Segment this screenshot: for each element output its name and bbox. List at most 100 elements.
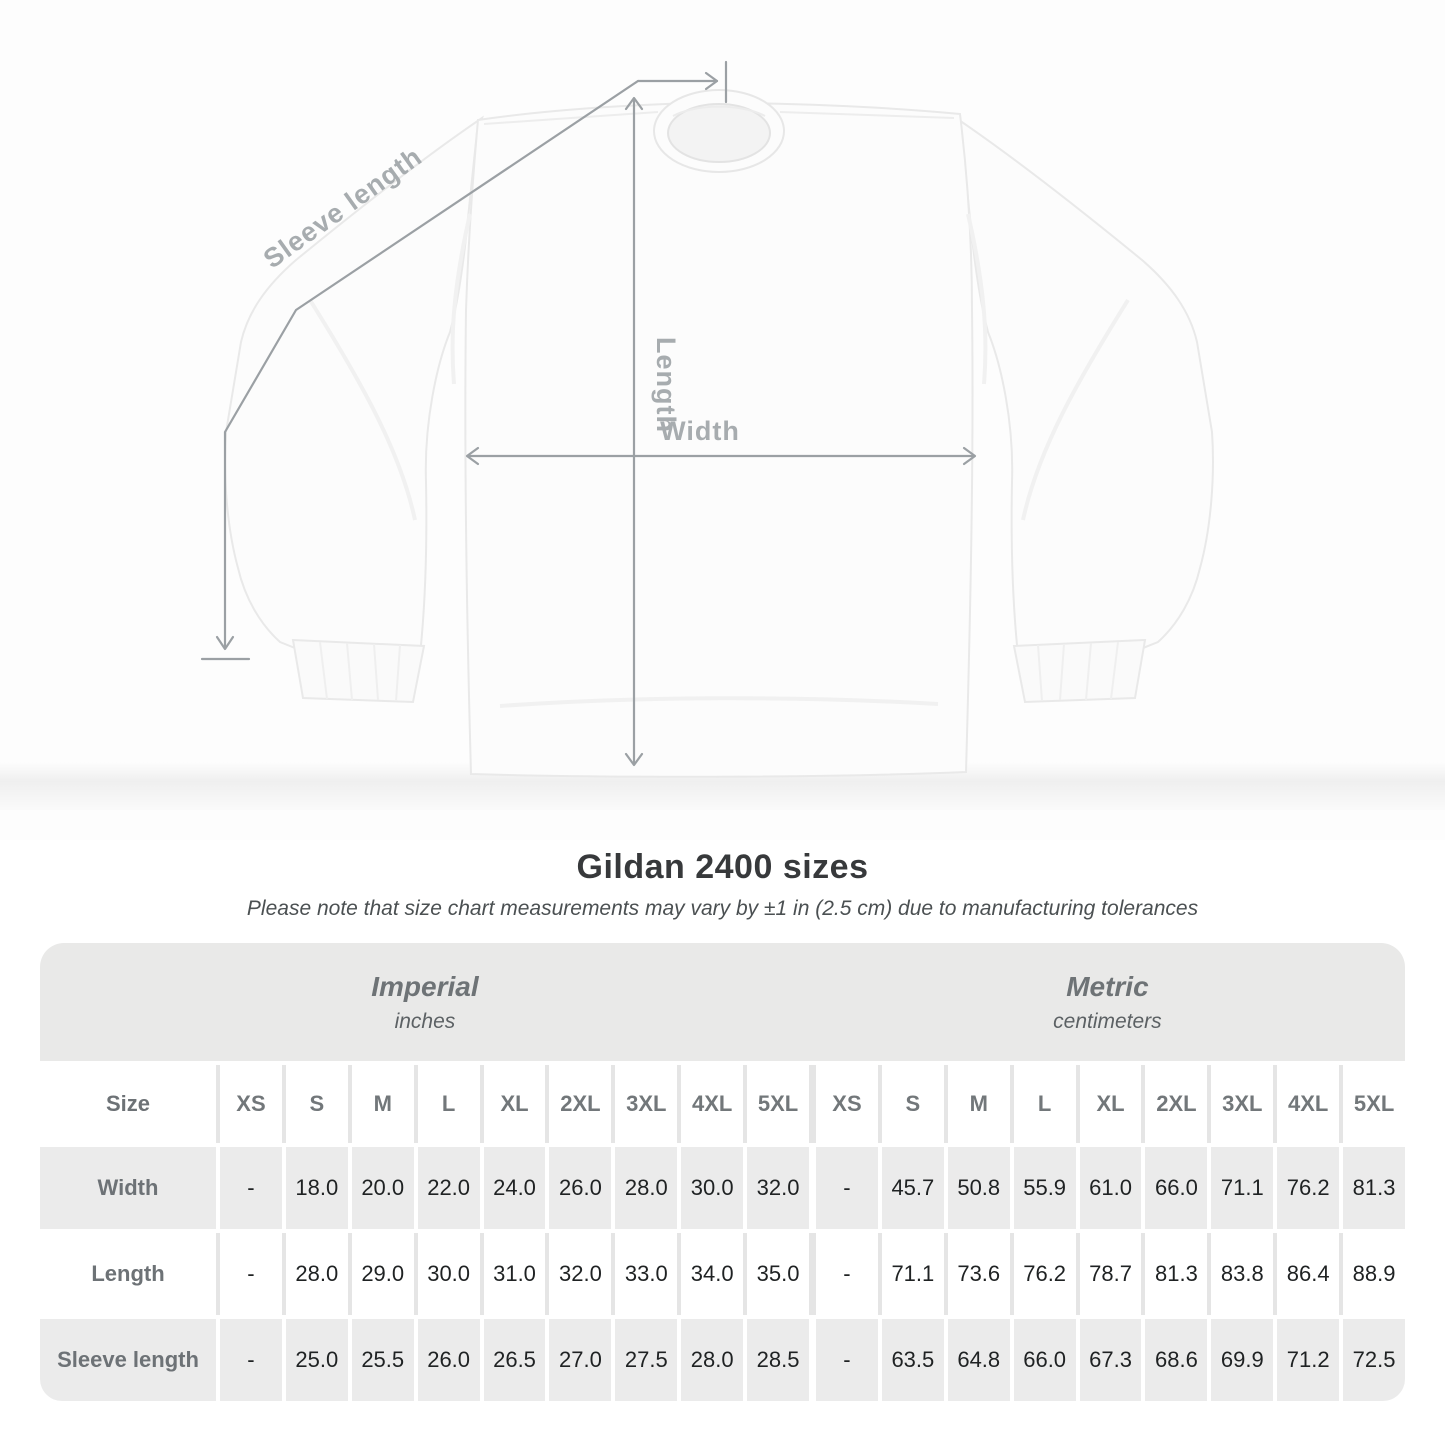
- size-col-header: L: [1013, 1065, 1076, 1143]
- metric-title: Metric: [1066, 970, 1149, 1002]
- size-col-header: S: [881, 1065, 944, 1143]
- size-col-header: XS: [816, 1065, 878, 1143]
- size-col-header: M: [351, 1065, 414, 1143]
- size-col-header: 4XL: [681, 1065, 744, 1143]
- table-cell: 25.0: [285, 1319, 348, 1401]
- table-cell: -: [816, 1233, 878, 1315]
- table-cell: 83.8: [1211, 1233, 1274, 1315]
- tolerance-note: Please note that size chart measurements…: [246, 897, 1199, 920]
- size-col-header: L: [417, 1065, 480, 1143]
- table-cell: 28.5: [747, 1319, 810, 1401]
- table-cell: 71.2: [1277, 1319, 1340, 1401]
- table-cell: 64.8: [947, 1319, 1010, 1401]
- length-label: Length: [651, 337, 681, 433]
- metric-header: Metric centimeters: [810, 943, 1405, 1061]
- size-col-header: S: [285, 1065, 348, 1143]
- size-col-header: XS: [220, 1065, 282, 1143]
- table-cell: 30.0: [417, 1233, 480, 1315]
- table-cell: 18.0: [285, 1147, 348, 1229]
- width-label: Width: [660, 416, 740, 446]
- row-label-length: Length: [40, 1233, 216, 1315]
- size-col-header: XL: [1079, 1065, 1142, 1143]
- table-cell: 30.0: [681, 1147, 744, 1229]
- table-cell: 28.0: [681, 1319, 744, 1401]
- width-measure-line: [465, 446, 977, 466]
- table-cell: 28.0: [615, 1147, 678, 1229]
- corner-header: Size: [40, 1065, 216, 1143]
- imperial-title: Imperial: [371, 970, 479, 1002]
- table-cell: 72.5: [1343, 1319, 1406, 1401]
- table-cell: 76.2: [1013, 1233, 1076, 1315]
- table-cell: -: [220, 1233, 282, 1315]
- table-cell: 88.9: [1343, 1233, 1406, 1315]
- table-cell: -: [220, 1147, 282, 1229]
- table-cell: 34.0: [681, 1233, 744, 1315]
- table-cell: -: [816, 1319, 878, 1401]
- collar-inner: [667, 103, 771, 163]
- table-cell: 26.0: [417, 1319, 480, 1401]
- table-cell: 81.3: [1145, 1233, 1208, 1315]
- table-cell: 76.2: [1277, 1147, 1340, 1229]
- fabric-folds: [308, 213, 1130, 708]
- table-cell: 66.0: [1013, 1319, 1076, 1401]
- table-cell: 71.1: [881, 1233, 944, 1315]
- table-cell: 27.0: [549, 1319, 612, 1401]
- shirt-measurement-diagram: Sleeve length Length Width: [0, 60, 1445, 810]
- size-col-header: M: [947, 1065, 1010, 1143]
- size-col-header: 4XL: [1277, 1065, 1340, 1143]
- size-col-header: XL: [483, 1065, 546, 1143]
- shirt-body: [464, 101, 974, 778]
- size-col-header: 5XL: [1343, 1065, 1406, 1143]
- size-col-header: 2XL: [549, 1065, 612, 1143]
- table-cell: 28.0: [285, 1233, 348, 1315]
- shirt-right-sleeve: [954, 115, 1214, 657]
- table-cell: 81.3: [1343, 1147, 1406, 1229]
- table-cell: 63.5: [881, 1319, 944, 1401]
- sleeve-length-measure-line: [200, 60, 728, 661]
- collar-back-seam: [672, 105, 766, 117]
- table-cell: 73.6: [947, 1233, 1010, 1315]
- sleeve-length-row: Sleeve length - 25.0 25.5 26.0 26.5 27.0…: [40, 1319, 1406, 1401]
- shirt-diagram-svg: Sleeve length Length Width: [0, 60, 1445, 810]
- table-cell: 26.5: [483, 1319, 546, 1401]
- table-cell: 25.5: [351, 1319, 414, 1401]
- size-col-header: 3XL: [615, 1065, 678, 1143]
- table-cell: 45.7: [881, 1147, 944, 1229]
- size-header-row: Size XS S M L XL 2XL 3XL 4XL 5XL XS S M …: [40, 1065, 1406, 1143]
- length-row: Length - 28.0 29.0 30.0 31.0 32.0 33.0 3…: [40, 1233, 1406, 1315]
- right-cuff-ribs: [1037, 641, 1119, 702]
- size-col-header: 5XL: [747, 1065, 810, 1143]
- table-cell: 50.8: [947, 1147, 1010, 1229]
- table-cell: -: [220, 1319, 282, 1401]
- table-cell: 24.0: [483, 1147, 546, 1229]
- size-col-header: 2XL: [1145, 1065, 1208, 1143]
- table-cell: 20.0: [351, 1147, 414, 1229]
- table-cell: 35.0: [747, 1233, 810, 1315]
- row-label-sleeve-length: Sleeve length: [40, 1319, 216, 1401]
- table-cell: 33.0: [615, 1233, 678, 1315]
- table-cell: 55.9: [1013, 1147, 1076, 1229]
- table-cell: 31.0: [483, 1233, 546, 1315]
- size-chart-table: Imperial inches Metric centimeters Size …: [40, 943, 1406, 1401]
- size-col-header: 3XL: [1211, 1065, 1274, 1143]
- table-cell: 68.6: [1145, 1319, 1208, 1401]
- unit-header-band: Imperial inches Metric centimeters: [40, 943, 1405, 1061]
- width-row: Width - 18.0 20.0 22.0 24.0 26.0 28.0 30…: [40, 1147, 1406, 1229]
- imperial-header: Imperial inches: [40, 943, 810, 1061]
- table-cell: 27.5: [615, 1319, 678, 1401]
- table-cell: 22.0: [417, 1147, 480, 1229]
- page-title: Gildan 2400 sizes: [576, 848, 869, 886]
- left-cuff-ribs: [319, 641, 401, 702]
- table-cell: 32.0: [549, 1233, 612, 1315]
- table-cell: 26.0: [549, 1147, 612, 1229]
- length-measure-line: [624, 96, 644, 767]
- table-cell: 32.0: [747, 1147, 810, 1229]
- table-cell: 61.0: [1079, 1147, 1142, 1229]
- row-label-width: Width: [40, 1147, 216, 1229]
- table-cell: 66.0: [1145, 1147, 1208, 1229]
- table-cell: 29.0: [351, 1233, 414, 1315]
- table-cell: 71.1: [1211, 1147, 1274, 1229]
- table-cell: 78.7: [1079, 1233, 1142, 1315]
- table-cell: -: [816, 1147, 878, 1229]
- shirt-left-cuff: [291, 638, 426, 704]
